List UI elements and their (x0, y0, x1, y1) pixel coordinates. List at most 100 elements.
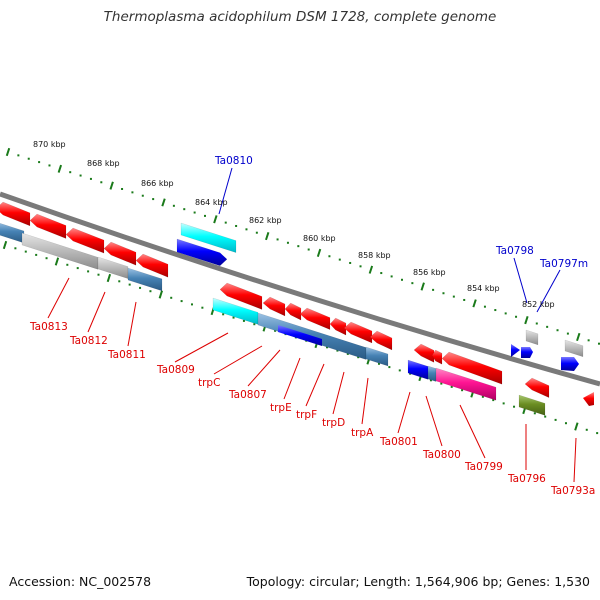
gene-ta0796-olive (518, 394, 546, 416)
inner-scale-dot (492, 399, 495, 402)
outer-scale-dot (515, 315, 518, 318)
leader-trpa (361, 377, 369, 425)
outer-scale-dot (307, 248, 310, 251)
inner-scale-dot (544, 415, 547, 418)
scale-label: 858 kbp (358, 251, 391, 260)
inner-scale-dot (222, 313, 225, 316)
inner-scale-dot (190, 303, 193, 306)
outer-scale-dot (494, 309, 497, 312)
gene-label-ta0797m: Ta0797m (539, 258, 588, 270)
outer-scale-tick (213, 215, 218, 224)
inner-scale-dot (429, 379, 432, 382)
outer-scale-dot (390, 275, 393, 278)
gene-label-trpe: trpE (270, 402, 292, 414)
inner-scale-tick (106, 273, 112, 283)
inner-scale-dot (149, 290, 152, 293)
gene-label-ta0807: Ta0807 (228, 389, 267, 401)
leader-ta0807 (247, 349, 281, 387)
gene-label-ta0800: Ta0800 (422, 449, 461, 461)
gene-label-ta0809: Ta0809 (156, 364, 195, 376)
outer-scale-dot (442, 292, 445, 295)
outer-scale-tick (368, 265, 374, 274)
inner-scale-dot (66, 263, 69, 266)
outer-scale-dot (297, 245, 300, 248)
inner-scale-dot (242, 319, 245, 322)
outer-scale-dot (255, 231, 258, 234)
gene-ta0801-blue (407, 359, 429, 380)
outer-scale-tick (472, 299, 477, 308)
feature-steel-a (0, 223, 25, 244)
map-title: Thermoplasma acidophilum DSM 1728, compl… (103, 9, 497, 25)
inner-scale-tick (2, 240, 8, 250)
gene-trpc-red (219, 282, 263, 310)
leader-trpd (332, 371, 345, 415)
outer-scale-dot (131, 191, 134, 194)
outer-scale-dot (89, 177, 92, 180)
inner-scale-dot (336, 349, 339, 352)
outer-scale-dot (349, 261, 352, 264)
gene-trpa-red (343, 321, 373, 344)
gene-label-ta0798: Ta0798 (495, 245, 534, 257)
outer-scale-dot (556, 329, 559, 332)
outer-scale-tick (524, 316, 529, 325)
outer-scale-dot (452, 295, 455, 298)
gene-trpd2-red (329, 317, 347, 336)
inner-scale-dot (440, 382, 443, 385)
gene-ta0810-blue (176, 238, 228, 267)
outer-scale-dot (203, 214, 206, 217)
inner-scale-dot (481, 395, 484, 398)
inner-scale-dot (513, 405, 516, 408)
gene-ta0810 (180, 222, 237, 253)
feature-blue-right (561, 357, 579, 371)
gene-label-trpf: trpF (296, 409, 317, 421)
gene-trpa2-red (369, 330, 393, 351)
scale-label: 862 kbp (249, 216, 282, 225)
leader-trpe (283, 357, 301, 400)
outer-scale-dot (27, 157, 30, 160)
inner-scale-tick (574, 422, 579, 431)
gene-labels: Ta0810 Ta0798 Ta0797m Ta0813 Ta0812 Ta08… (29, 155, 595, 497)
outer-scale-dot (141, 194, 144, 197)
gene-ta0797m-blue (521, 347, 533, 358)
inner-scale-dot (357, 356, 360, 359)
feature-steel-d (365, 346, 389, 367)
outer-scale-dot (359, 265, 362, 268)
outer-scale-dot (286, 241, 289, 244)
scale-label: 852 kbp (522, 300, 555, 309)
feature-blue-c (278, 325, 322, 346)
inner-scale-dot (118, 280, 121, 283)
outer-scale-dot (17, 154, 20, 157)
outer-scale-tick (576, 332, 581, 342)
inner-scale-dot (502, 402, 505, 405)
outer-scale-tick (57, 164, 63, 173)
gene-ta0793a-red (583, 392, 594, 406)
gene-label-ta0801: Ta0801 (379, 436, 418, 448)
inner-scale-dot (45, 257, 48, 260)
inner-scale-dot (388, 366, 391, 369)
gene-ta0800-small (431, 349, 443, 365)
gene-trpe-red (262, 296, 286, 317)
gene-label-ta0812: Ta0812 (69, 335, 108, 347)
outer-scale-dot (535, 322, 538, 325)
gene-label-ta0799: Ta0799 (464, 461, 503, 473)
gene-ta0813 (0, 201, 31, 227)
leader-trpc (213, 345, 263, 375)
outer-scale-tick (420, 282, 425, 291)
inner-scale-dot (35, 253, 38, 256)
outer-scale-dot (69, 171, 72, 174)
gene-label-ta0813: Ta0813 (29, 321, 68, 333)
inner-scale-dot (564, 422, 567, 425)
outer-scale-dot (245, 228, 248, 231)
leader-layer (47, 167, 577, 483)
outer-scale-dot (100, 181, 103, 184)
outer-scale-tick (316, 248, 322, 257)
inner-scale-dot (24, 250, 27, 253)
gene-trpd-red (299, 307, 331, 330)
gene-label-ta0811: Ta0811 (107, 349, 146, 361)
feature-gray-right (564, 339, 584, 358)
inner-scale-dot (201, 306, 204, 309)
outer-scale-dot (48, 164, 51, 167)
inner-scale-dot (14, 247, 17, 250)
feature-steel-b (127, 267, 163, 292)
gene-label-trpc: trpC (198, 377, 220, 389)
